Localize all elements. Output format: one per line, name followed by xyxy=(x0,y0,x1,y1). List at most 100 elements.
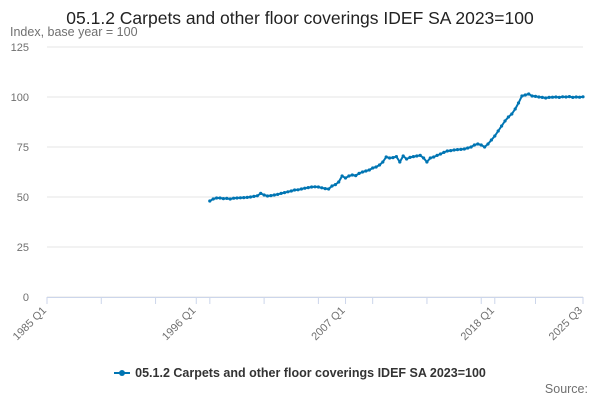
data-point[interactable] xyxy=(527,92,531,96)
data-point[interactable] xyxy=(377,163,382,167)
data-point[interactable] xyxy=(337,180,341,184)
data-point[interactable] xyxy=(537,95,541,99)
data-point[interactable] xyxy=(425,160,429,164)
data-point[interactable] xyxy=(259,191,263,195)
data-point[interactable] xyxy=(405,157,409,161)
data-point[interactable] xyxy=(354,174,358,178)
data-point[interactable] xyxy=(401,154,405,158)
data-point[interactable] xyxy=(483,145,487,149)
data-point[interactable] xyxy=(533,94,538,98)
data-point[interactable] xyxy=(276,192,280,196)
data-point[interactable] xyxy=(462,147,466,151)
data-point[interactable] xyxy=(466,146,470,150)
data-point[interactable] xyxy=(350,173,354,177)
data-point[interactable] xyxy=(262,193,266,197)
data-point[interactable] xyxy=(211,197,215,201)
data-point[interactable] xyxy=(530,94,534,98)
data-point[interactable] xyxy=(445,149,449,153)
data-point[interactable] xyxy=(282,191,287,195)
data-point[interactable] xyxy=(208,199,212,203)
data-point[interactable] xyxy=(459,147,463,151)
data-point[interactable] xyxy=(225,196,229,200)
data-point[interactable] xyxy=(418,153,422,157)
data-point[interactable] xyxy=(320,186,324,190)
data-point[interactable] xyxy=(561,95,565,99)
data-point[interactable] xyxy=(384,155,388,159)
data-point[interactable] xyxy=(432,155,436,159)
data-point[interactable] xyxy=(238,196,242,200)
data-point[interactable] xyxy=(235,196,239,200)
data-point[interactable] xyxy=(374,165,378,169)
data-point[interactable] xyxy=(340,174,344,178)
data-point[interactable] xyxy=(567,95,572,99)
data-point[interactable] xyxy=(398,160,402,164)
data-point[interactable] xyxy=(581,95,585,99)
data-point[interactable] xyxy=(489,138,493,142)
data-point[interactable] xyxy=(438,152,443,156)
data-point[interactable] xyxy=(500,124,504,128)
data-point[interactable] xyxy=(316,185,320,189)
data-point[interactable] xyxy=(303,186,307,190)
data-point[interactable] xyxy=(547,95,551,99)
data-point[interactable] xyxy=(523,93,527,97)
data-point[interactable] xyxy=(215,196,219,200)
data-point[interactable] xyxy=(544,96,548,100)
data-point[interactable] xyxy=(265,194,270,198)
data-point[interactable] xyxy=(513,107,517,111)
data-point[interactable] xyxy=(455,148,460,152)
data-point[interactable] xyxy=(221,197,225,201)
data-point[interactable] xyxy=(269,194,273,198)
data-point[interactable] xyxy=(391,156,395,160)
data-point[interactable] xyxy=(571,95,575,99)
data-point[interactable] xyxy=(540,95,544,99)
data-point[interactable] xyxy=(371,166,375,170)
data-point[interactable] xyxy=(228,197,232,201)
data-point[interactable] xyxy=(293,188,297,192)
data-point[interactable] xyxy=(442,150,446,154)
data-point[interactable] xyxy=(564,95,568,99)
data-point[interactable] xyxy=(323,187,327,191)
data-point[interactable] xyxy=(245,195,249,199)
data-point[interactable] xyxy=(449,149,453,153)
data-point[interactable] xyxy=(578,95,582,99)
data-point[interactable] xyxy=(510,112,514,116)
data-point[interactable] xyxy=(435,153,439,157)
data-point[interactable] xyxy=(422,156,426,160)
data-point[interactable] xyxy=(279,191,283,195)
data-point[interactable] xyxy=(503,119,507,123)
data-point[interactable] xyxy=(557,95,561,99)
data-point[interactable] xyxy=(476,142,480,146)
data-point[interactable] xyxy=(343,176,348,180)
data-point[interactable] xyxy=(306,186,310,190)
data-point[interactable] xyxy=(313,185,317,189)
data-point[interactable] xyxy=(252,194,256,198)
data-point[interactable] xyxy=(289,189,293,193)
data-point[interactable] xyxy=(415,154,419,158)
data-point[interactable] xyxy=(232,196,236,200)
data-point[interactable] xyxy=(574,95,578,99)
data-point[interactable] xyxy=(554,95,558,99)
data-point[interactable] xyxy=(496,129,500,133)
data-point[interactable] xyxy=(310,185,314,189)
data-point[interactable] xyxy=(242,196,246,200)
data-point[interactable] xyxy=(452,148,456,152)
legend[interactable]: 05.1.2 Carpets and other floor coverings… xyxy=(0,366,600,380)
data-point[interactable] xyxy=(520,94,524,98)
data-point[interactable] xyxy=(347,174,351,178)
data-point[interactable] xyxy=(255,194,259,198)
data-point[interactable] xyxy=(357,171,361,175)
data-point[interactable] xyxy=(550,95,555,99)
data-point[interactable] xyxy=(388,156,392,160)
data-point[interactable] xyxy=(330,184,334,188)
data-point[interactable] xyxy=(248,195,253,199)
data-point[interactable] xyxy=(218,196,222,200)
data-point[interactable] xyxy=(516,101,521,105)
data-point[interactable] xyxy=(486,142,490,146)
data-point[interactable] xyxy=(428,156,432,160)
data-point[interactable] xyxy=(272,193,276,197)
data-point[interactable] xyxy=(364,169,368,173)
data-point[interactable] xyxy=(360,170,365,174)
data-point[interactable] xyxy=(299,187,303,191)
data-point[interactable] xyxy=(493,134,497,138)
data-point[interactable] xyxy=(408,155,412,159)
